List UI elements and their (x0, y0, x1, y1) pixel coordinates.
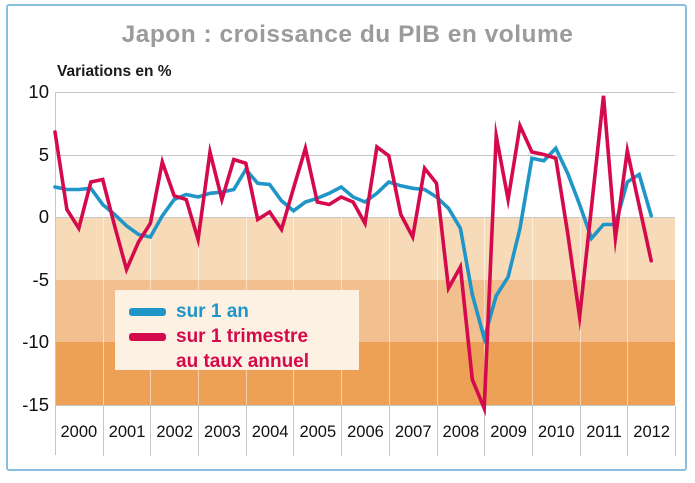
x-year-label: 2007 (388, 406, 437, 456)
y-tick-label: -10 (22, 331, 49, 352)
x-axis-end-separator (675, 406, 676, 456)
x-year-label: 2008 (436, 406, 485, 456)
series-line-qoq-annualized (53, 95, 654, 417)
x-year-label: 2009 (484, 406, 532, 456)
gridline-5 (55, 155, 675, 156)
gridline--15 (55, 405, 675, 406)
legend-label-qoq-line1: sur 1 trimestre (176, 325, 309, 347)
x-year-label: 2006 (341, 406, 389, 456)
legend-item-qoq-line2: au taux annuel (129, 349, 359, 374)
legend-label-yoy: sur 1 an (176, 300, 249, 322)
legend-label-qoq-line2: au taux annuel (176, 350, 310, 372)
year-divider (627, 217, 628, 405)
series-line-yoy (53, 145, 654, 346)
legend-item-yoy: sur 1 an (129, 299, 359, 324)
x-year-label: 2001 (102, 406, 151, 456)
year-divider (389, 217, 390, 405)
x-year-label: 2005 (293, 406, 341, 456)
legend-swatch-red (129, 332, 166, 341)
x-year-label: 2012 (627, 406, 675, 456)
legend-item-qoq: sur 1 trimestre (129, 324, 359, 349)
legend: sur 1 an sur 1 trimestre au taux annuel (115, 290, 359, 372)
y-tick-label: 5 (38, 144, 49, 165)
x-year-label: 2011 (579, 406, 628, 456)
y-tick-label: 10 (28, 81, 49, 102)
y-axis-unit-label: Variations en % (57, 63, 172, 80)
y-axis-line (55, 92, 56, 455)
year-divider (484, 217, 485, 405)
legend-swatch-blue (129, 307, 166, 316)
x-year-label: 2000 (60, 423, 98, 441)
x-year-label: 2004 (245, 406, 294, 456)
y-tick-label: -5 (32, 269, 49, 290)
year-divider (103, 217, 104, 405)
year-divider (532, 217, 533, 405)
year-divider (437, 217, 438, 405)
y-tick-label: -15 (22, 394, 49, 415)
gridline-10 (55, 92, 675, 93)
x-year-label: 2010 (531, 406, 580, 456)
x-year-label: 2002 (150, 406, 198, 456)
x-year-label: 2003 (198, 406, 246, 456)
y-tick-label: 0 (38, 206, 49, 227)
chart-title: Japon : croissance du PIB en volume (121, 21, 574, 48)
